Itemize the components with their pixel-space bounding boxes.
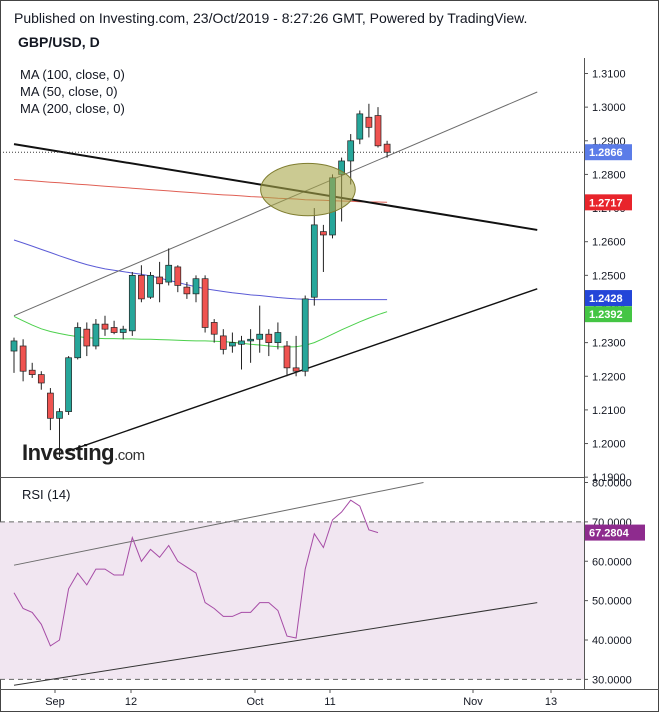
- candle-body: [320, 231, 327, 236]
- candle-body: [19, 345, 27, 372]
- rsi-line: [13, 499, 379, 647]
- candle-body: [238, 340, 245, 345]
- candle-body: [265, 333, 273, 343]
- time-tick-label: Nov: [463, 696, 483, 708]
- legend-ma200: MA (200, close, 0): [20, 101, 125, 116]
- candle-body: [210, 322, 218, 335]
- candle-body: [174, 266, 182, 286]
- time-tick-label: 12: [125, 696, 137, 708]
- rsi-upper-trendline: [13, 482, 424, 566]
- rsi-current-text: 67.2804: [589, 528, 630, 540]
- legend-ma100: MA (100, close, 0): [20, 67, 125, 82]
- candle-body: [128, 274, 136, 332]
- candle-body: [83, 328, 91, 347]
- candle-body: [10, 340, 18, 352]
- candle-body: [147, 274, 154, 298]
- investing-logo: Investing.com: [22, 440, 145, 466]
- candle-body: [356, 113, 364, 140]
- candle-body: [65, 357, 72, 412]
- price-tick-label: 1.3100: [592, 69, 626, 81]
- ma-legend: MA (100, close, 0) MA (50, close, 0) MA …: [20, 66, 125, 117]
- ma100-line: [13, 239, 388, 301]
- price-label-box: [585, 306, 632, 323]
- candle-body: [383, 143, 391, 153]
- candle-body: [192, 278, 200, 295]
- candle-body: [247, 338, 254, 342]
- price-tick-label: 1.2300: [592, 338, 626, 350]
- legend-ma50: MA (50, close, 0): [20, 84, 118, 99]
- price-tick-label: 1.2000: [592, 439, 626, 451]
- candle-body: [101, 323, 109, 330]
- rsi-pane: [0, 482, 584, 686]
- price-label-text: 1.2392: [589, 309, 623, 321]
- candle-body: [283, 345, 291, 369]
- time-tick-label: 13: [545, 696, 557, 708]
- price-label-text: 1.2866: [589, 147, 623, 159]
- candle-body: [301, 298, 309, 372]
- candle-body: [56, 411, 63, 419]
- time-tick-label: 11: [324, 696, 335, 708]
- price-label-box: [585, 144, 632, 161]
- symbol-title: GBP/USD, D: [18, 34, 100, 50]
- rsi-tick-label: 50.0000: [592, 596, 632, 608]
- rsi-band: [0, 521, 584, 680]
- rsi-tick-label: 40.0000: [592, 635, 632, 647]
- rsi-tick-label: 60.0000: [592, 556, 632, 568]
- candle-body: [156, 276, 163, 285]
- price-pane: [0, 91, 584, 457]
- channel-lower-trendline: [65, 288, 538, 453]
- candle-body: [310, 224, 318, 298]
- candle-body: [119, 328, 127, 333]
- price-tick-label: 1.3000: [592, 102, 626, 114]
- candle-body: [37, 374, 45, 384]
- candle-body: [110, 327, 118, 333]
- logo-brand: Investing: [22, 440, 115, 465]
- candle-body: [74, 327, 82, 359]
- price-label-text: 1.2717: [589, 197, 623, 209]
- price-tick-label: 1.2500: [592, 270, 626, 282]
- time-tick-label: Sep: [45, 696, 65, 708]
- price-label-box: [585, 290, 632, 307]
- candle-body: [165, 264, 173, 283]
- candle-body: [365, 116, 373, 128]
- price-tick-label: 1.2200: [592, 371, 626, 383]
- rsi-current-box: [585, 524, 645, 541]
- candle-body: [201, 278, 209, 328]
- price-tick-label: 1.2100: [592, 405, 626, 417]
- logo-suffix: .com: [114, 447, 145, 464]
- candle-body: [28, 369, 36, 375]
- price-tick-label: 1.1900: [592, 472, 626, 484]
- candle-body: [138, 274, 145, 300]
- rsi-lower-trendline: [13, 602, 538, 686]
- candle-body: [183, 286, 191, 295]
- price-tick-label: 1.2800: [592, 169, 626, 181]
- candle-body: [256, 333, 264, 340]
- candle-body: [374, 115, 382, 147]
- rsi-tick-label: 80.0000: [592, 478, 632, 490]
- candle-body: [47, 392, 54, 419]
- price-tick-label: 1.2600: [592, 237, 626, 249]
- candle-body: [274, 332, 282, 343]
- candle-body: [229, 342, 236, 347]
- candle-body: [219, 335, 227, 350]
- candle-body: [292, 367, 300, 372]
- rsi-title: RSI (14): [22, 487, 71, 502]
- time-tick-label: Oct: [246, 696, 263, 708]
- ma50-line: [13, 311, 388, 348]
- candle-body: [347, 140, 355, 162]
- highlight-ellipse: [260, 162, 356, 217]
- published-caption: Published on Investing.com, 23/Oct/2019 …: [14, 10, 528, 26]
- candle-body: [92, 323, 100, 347]
- price-label-box: [585, 194, 632, 211]
- rsi-tick-label: 30.0000: [592, 674, 632, 686]
- price-label-text: 1.2428: [589, 293, 623, 305]
